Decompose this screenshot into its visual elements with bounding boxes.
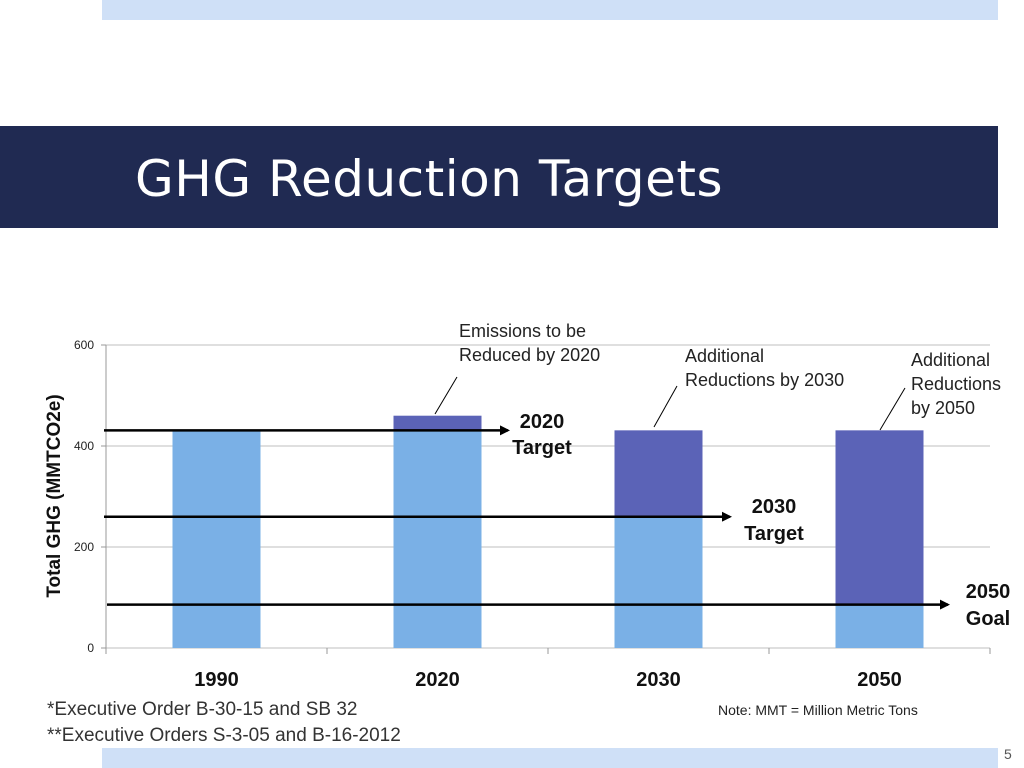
bar-2050-series-2 [835, 430, 924, 605]
target-label: 2050 [966, 581, 1011, 603]
x-category-label: 1990 [194, 669, 239, 691]
footnote-executive-orders: **Executive Orders S-3-05 and B-16-2012 [47, 725, 401, 746]
bar-2030-series-2 [614, 430, 703, 517]
annotation-leader-2020 [434, 376, 458, 415]
title-band [0, 126, 998, 228]
annotation-text: by 2050 [911, 398, 975, 418]
y-axis-title: Total GHG (MMTCO2e) [44, 394, 65, 597]
annotation-text: Reductions [911, 374, 1001, 394]
y-tick-label: 200 [74, 540, 94, 554]
annotation-text: Reductions by 2030 [685, 370, 844, 390]
annotation-text: Additional [911, 350, 990, 370]
target-label: Goal [966, 608, 1010, 630]
units-note: Note: MMT = Million Metric Tons [718, 702, 918, 718]
target-label: 2030 [752, 496, 797, 518]
y-tick-label: 0 [87, 641, 94, 655]
annotation-leader-2050 [879, 387, 906, 431]
bar-2020-series-1 [393, 430, 482, 648]
top-accent-strip [102, 0, 998, 20]
bar-1990-series-1 [172, 430, 261, 648]
target-label: Target [512, 437, 572, 459]
x-category-label: 2030 [636, 669, 681, 691]
annotation-text: Emissions to be [459, 321, 586, 341]
footnote-executive-order: *Executive Order B-30-15 and SB 32 [47, 699, 358, 720]
annotation-text: Reduced by 2020 [459, 345, 600, 365]
bar-2030-series-1 [614, 516, 703, 648]
bottom-accent-strip [102, 748, 998, 768]
page-number: 5 [1004, 746, 1012, 762]
y-tick-label: 600 [74, 338, 94, 352]
slide-title: GHG Reduction Targets [135, 150, 724, 208]
bar-2020-series-2 [393, 415, 482, 431]
x-category-label: 2050 [857, 669, 902, 691]
y-tick-label: 400 [74, 439, 94, 453]
target-label: Target [744, 523, 804, 545]
annotation-leader-2030 [653, 385, 678, 428]
annotation-text: Additional [685, 346, 764, 366]
target-label: 2020 [520, 411, 565, 433]
bar-2050-series-1 [835, 604, 924, 648]
x-category-label: 2020 [415, 669, 460, 691]
